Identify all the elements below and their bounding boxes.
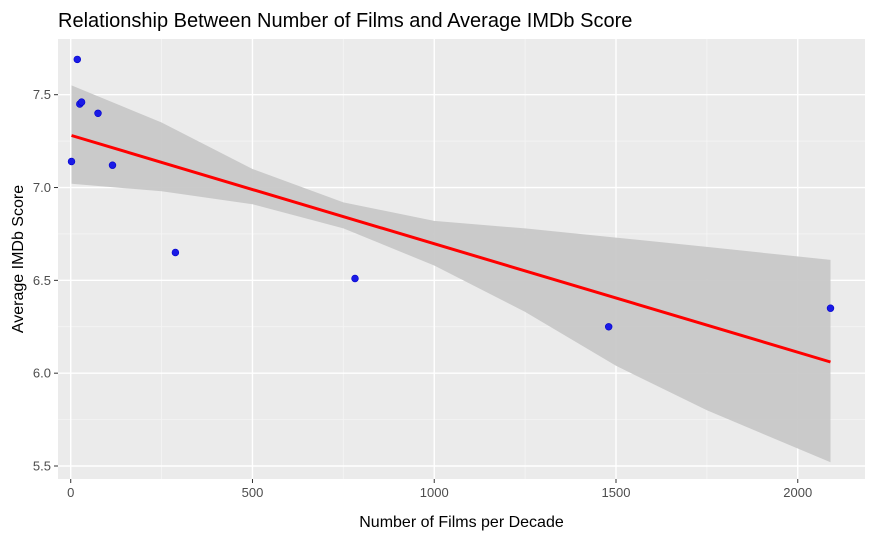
x-tick-label: 1500 bbox=[602, 485, 631, 500]
x-tick-label: 1000 bbox=[420, 485, 449, 500]
data-point bbox=[108, 161, 117, 169]
data-point bbox=[826, 304, 835, 312]
x-tick-label: 0 bbox=[67, 485, 74, 500]
data-point bbox=[351, 274, 359, 283]
data-point bbox=[94, 109, 102, 118]
y-tick-label: 6.0 bbox=[33, 366, 51, 381]
data-point bbox=[604, 323, 613, 331]
y-tick-label: 5.5 bbox=[33, 459, 51, 474]
data-point bbox=[67, 157, 76, 166]
data-points bbox=[67, 55, 835, 331]
x-tick-label: 2000 bbox=[783, 485, 812, 500]
x-axis-ticks: 0 500 1000 1500 2000 bbox=[67, 479, 812, 500]
y-tick-label: 7.0 bbox=[33, 180, 51, 195]
y-axis-ticks: 5.5 6.0 6.5 7.0 7.5 bbox=[33, 87, 58, 474]
trend-line bbox=[71, 134, 831, 364]
data-point bbox=[171, 248, 180, 257]
y-tick-label: 6.5 bbox=[33, 273, 51, 288]
data-point bbox=[73, 55, 82, 64]
x-axis-title: Number of Films per Decade bbox=[359, 514, 564, 531]
confidence-band bbox=[71, 85, 831, 463]
data-point bbox=[77, 98, 86, 106]
x-tick-label: 500 bbox=[242, 485, 264, 500]
y-tick-label: 7.5 bbox=[33, 87, 51, 102]
y-axis-title: Average IMDb Score bbox=[10, 185, 27, 333]
chart-title: Relationship Between Number of Films and… bbox=[58, 10, 632, 32]
